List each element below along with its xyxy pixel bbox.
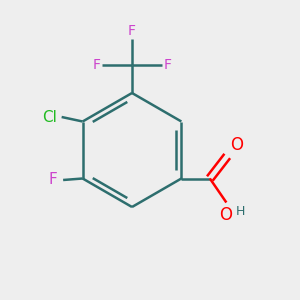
Text: O: O xyxy=(230,136,243,154)
Text: O: O xyxy=(219,206,232,224)
Text: F: F xyxy=(164,58,172,71)
Text: H: H xyxy=(236,205,245,218)
Text: F: F xyxy=(48,172,57,188)
Text: F: F xyxy=(128,23,136,38)
Text: F: F xyxy=(92,58,101,71)
Text: Cl: Cl xyxy=(42,110,57,124)
